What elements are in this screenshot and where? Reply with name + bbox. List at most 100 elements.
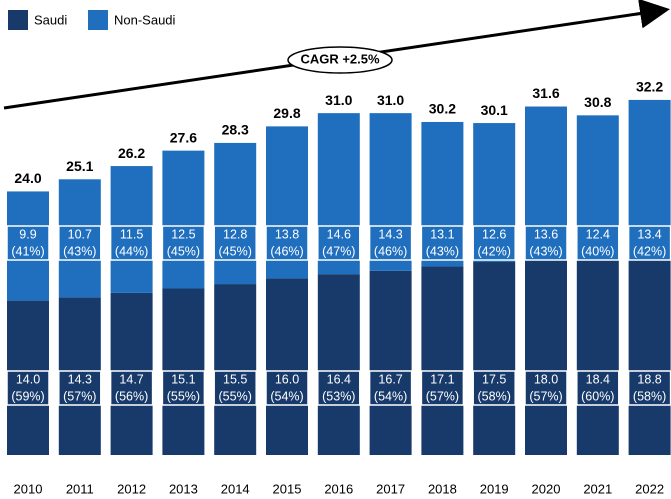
- segment-label: 14.7: [119, 372, 143, 386]
- bar-segment: [369, 270, 412, 455]
- total-label: 24.0: [14, 170, 41, 186]
- total-label: 29.8: [273, 105, 300, 121]
- label-box: [472, 225, 516, 261]
- total-label: 31.0: [325, 92, 352, 108]
- annotation: CAGR +2.5%: [300, 51, 380, 66]
- segment-share: (43%): [529, 244, 562, 258]
- x-tick-label: 2017: [376, 481, 405, 496]
- label-box: [524, 225, 568, 261]
- segment-share: (43%): [426, 244, 459, 258]
- total-label: 31.0: [377, 92, 404, 108]
- label-box: [576, 370, 620, 406]
- total-label: 26.2: [118, 145, 145, 161]
- bar-segment: [214, 142, 257, 285]
- label-box: [6, 370, 50, 406]
- segment-label: 13.6: [534, 227, 558, 241]
- label-box: [524, 370, 568, 406]
- segment-label: 9.9: [19, 227, 36, 241]
- segment-label: 11.5: [120, 227, 143, 241]
- x-tick-label: 2015: [273, 481, 302, 496]
- segment-label: 18.0: [534, 372, 558, 386]
- segment-label: 14.6: [327, 227, 351, 241]
- label-box: [213, 370, 257, 406]
- label-box: [420, 225, 465, 261]
- x-tick-label: 2022: [635, 481, 664, 496]
- segment-label: 14.3: [68, 372, 92, 386]
- segment-label: 17.5: [482, 372, 506, 386]
- segment-share: (53%): [322, 389, 355, 403]
- bar-segment: [576, 252, 619, 455]
- label-box: [58, 225, 102, 261]
- annotation-box: [287, 46, 393, 74]
- legend-label: Saudi: [34, 12, 67, 27]
- label-box: [109, 225, 154, 261]
- x-tick-label: 2018: [428, 481, 457, 496]
- segment-share: (56%): [115, 389, 148, 403]
- label-box: [6, 225, 50, 261]
- segment-label: 12.5: [171, 227, 195, 241]
- label-box: [368, 225, 413, 261]
- total-label: 30.8: [584, 94, 611, 110]
- label-box: [265, 370, 309, 406]
- total-label: 25.1: [66, 158, 93, 174]
- segment-label: 18.4: [586, 372, 610, 386]
- segment-share: (42%): [478, 244, 511, 258]
- segment-label: 12.4: [586, 227, 610, 241]
- x-tick-label: 2010: [14, 481, 43, 496]
- x-tick-label: 2019: [480, 481, 509, 496]
- segment-share: (57%): [529, 389, 562, 403]
- label-box: [472, 370, 516, 406]
- label-box: [265, 225, 309, 261]
- segment-label: 15.5: [223, 372, 247, 386]
- x-tick-label: 2012: [117, 481, 146, 496]
- segment-share: (42%): [633, 244, 666, 258]
- label-box: [627, 370, 671, 406]
- x-tick-label: 2020: [532, 481, 561, 496]
- x-tick-label: 2013: [169, 481, 198, 496]
- segment-share: (54%): [374, 389, 407, 403]
- segment-share: (47%): [322, 244, 355, 258]
- label-box: [368, 370, 413, 406]
- legend-label: Non-Saudi: [114, 12, 176, 27]
- segment-share: (45%): [167, 244, 200, 258]
- segment-label: 16.7: [378, 372, 402, 386]
- segment-share: (41%): [11, 244, 44, 258]
- total-label: 28.3: [222, 122, 249, 138]
- segment-share: (43%): [63, 244, 96, 258]
- total-label: 32.2: [636, 79, 663, 95]
- total-label: 30.1: [481, 102, 508, 118]
- segment-share: (58%): [633, 389, 666, 403]
- bar-segment: [214, 284, 257, 455]
- segment-label: 14.0: [16, 372, 40, 386]
- segment-share: (54%): [270, 389, 303, 403]
- bar-segment: [421, 266, 464, 455]
- segment-share: (60%): [581, 389, 614, 403]
- label-box: [161, 225, 206, 261]
- label-box: [58, 370, 102, 406]
- total-label: 31.6: [532, 85, 559, 101]
- segment-share: (46%): [374, 244, 407, 258]
- segment-share: (46%): [270, 244, 303, 258]
- segment-share: (58%): [478, 389, 511, 403]
- segment-share: (55%): [167, 389, 200, 403]
- segment-label: 16.0: [275, 372, 299, 386]
- segment-label: 12.6: [482, 227, 506, 241]
- bar-segment: [266, 278, 308, 455]
- segment-label: 12.8: [223, 227, 247, 241]
- segment-share: (57%): [426, 389, 459, 403]
- label-box: [317, 225, 361, 261]
- x-tick-label: 2014: [221, 481, 250, 496]
- segment-label: 15.1: [171, 372, 195, 386]
- label-box: [420, 370, 465, 406]
- label-box: [576, 225, 620, 261]
- segment-label: 16.4: [327, 372, 351, 386]
- label-box: [161, 370, 206, 406]
- bar-segment: [317, 274, 360, 455]
- segment-label: 13.4: [637, 227, 661, 241]
- label-box: [213, 225, 257, 261]
- total-label: 27.6: [170, 129, 197, 145]
- segment-label: 14.3: [378, 227, 402, 241]
- segment-label: 10.7: [68, 227, 92, 241]
- bar-segment: [628, 247, 671, 455]
